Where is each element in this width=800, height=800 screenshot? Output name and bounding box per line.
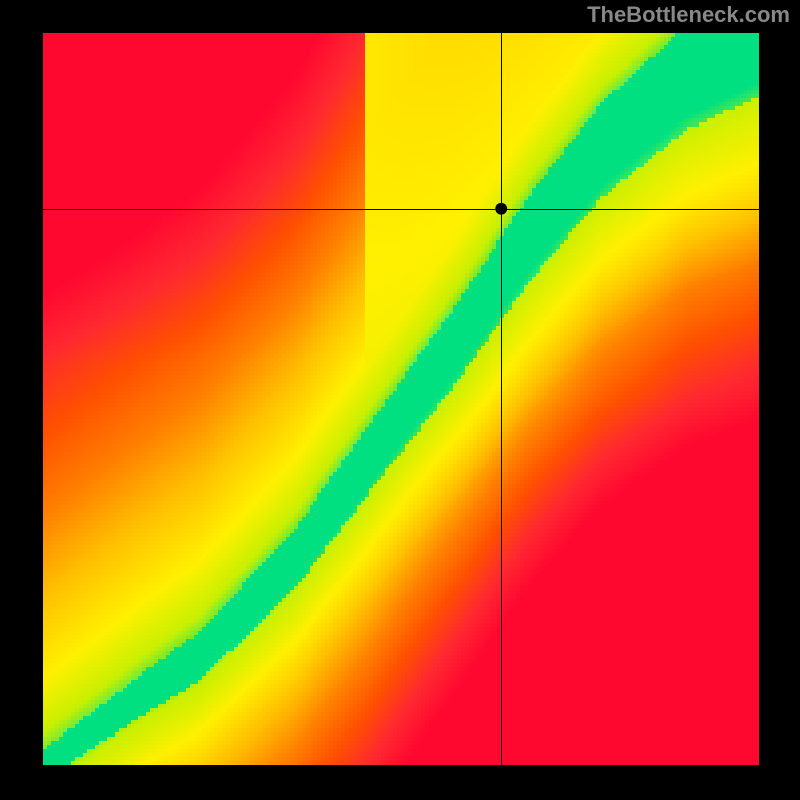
attribution-text: TheBottleneck.com bbox=[587, 2, 790, 28]
chart-container: TheBottleneck.com bbox=[0, 0, 800, 800]
bottleneck-heatmap bbox=[43, 33, 759, 765]
